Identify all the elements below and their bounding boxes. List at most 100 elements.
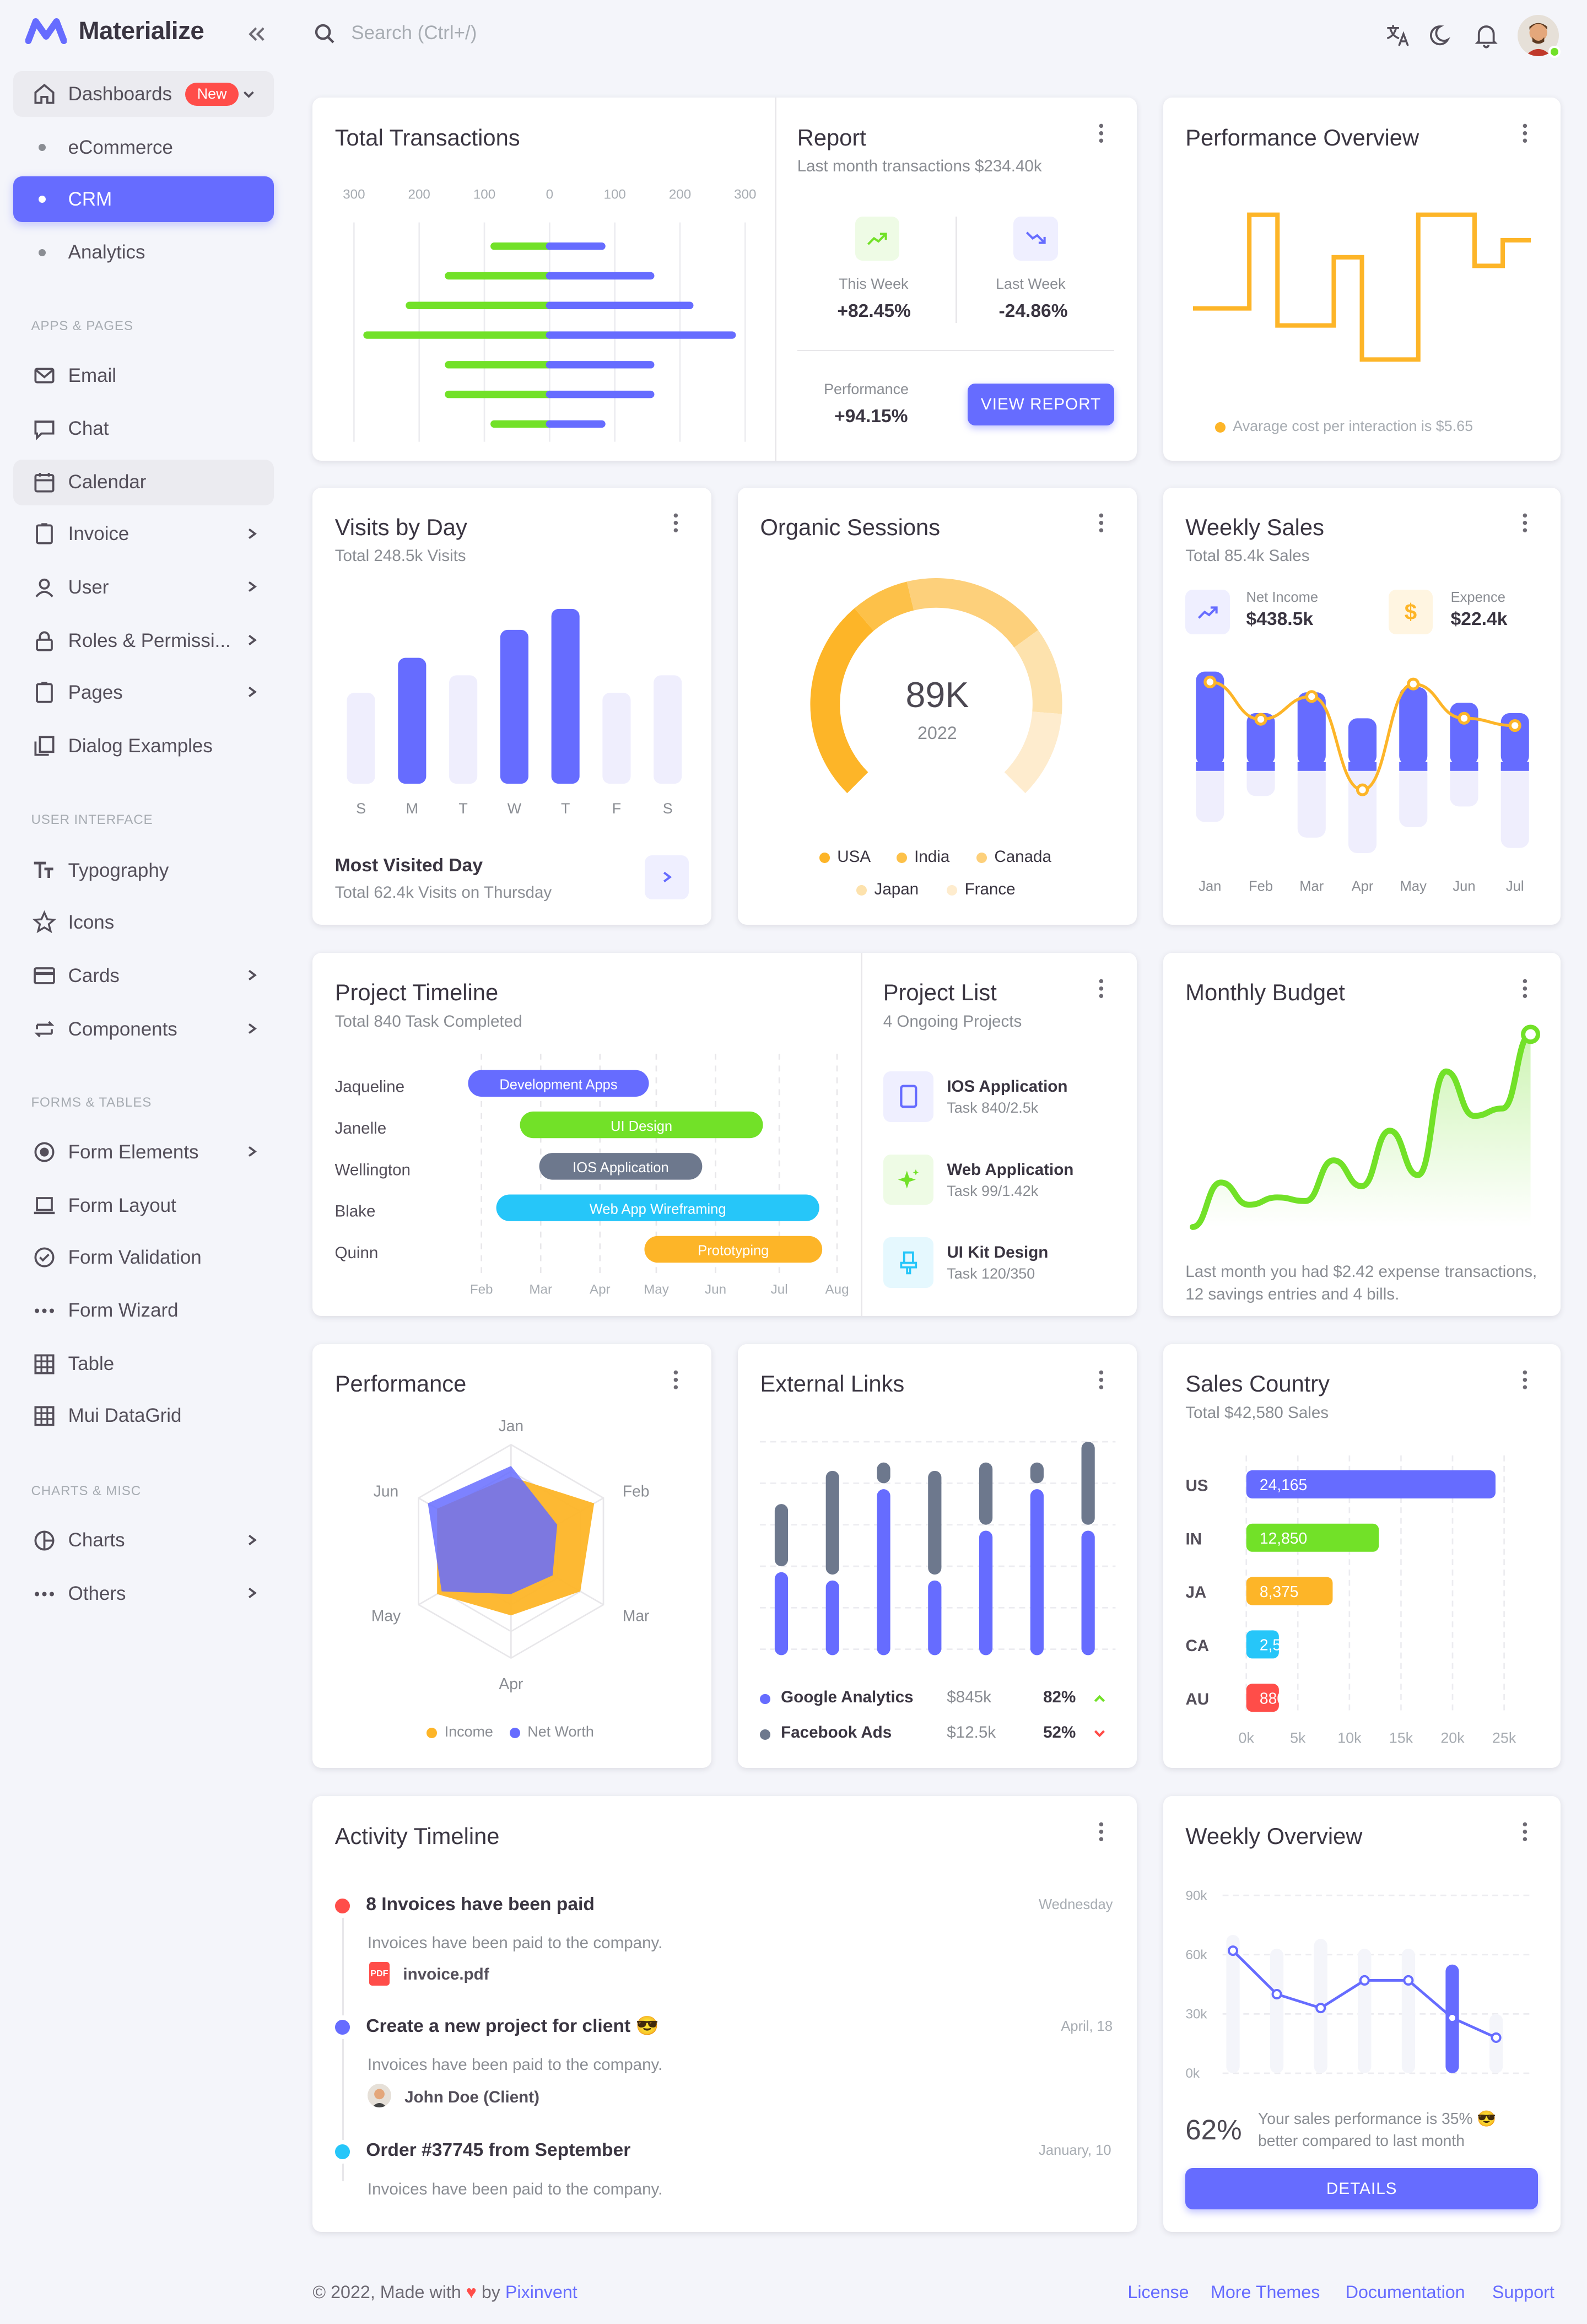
sidebar-item-label: Icons <box>68 911 115 933</box>
sidebar-item-cards[interactable]: Cards <box>13 953 274 999</box>
legend-text: Net Worth <box>527 1723 594 1740</box>
user-avatar[interactable] <box>1517 14 1559 57</box>
logo[interactable]: Materialize <box>25 17 204 45</box>
bullet-icon <box>38 195 46 203</box>
sidebar-item-table[interactable]: Table <box>13 1341 274 1387</box>
sidebar-item-chat[interactable]: Chat <box>13 406 274 452</box>
card-title: Total Transactions <box>334 124 520 150</box>
sidebar-item-calendar[interactable]: Calendar <box>13 459 274 505</box>
country-bar <box>1246 1523 1379 1552</box>
project-icon-uikit <box>883 1237 934 1288</box>
external-links-card: External Links Google Analytics $845k 82… <box>738 1344 1137 1768</box>
author-link[interactable]: Pixinvent <box>505 2282 577 2303</box>
footer-link-license[interactable]: License <box>1127 2282 1189 2303</box>
legend-france: France <box>947 880 1016 899</box>
sidebar-item-label: Typography <box>68 859 169 881</box>
bar-value: 8,375 <box>1260 1582 1299 1600</box>
tick-label: 100 <box>604 187 626 202</box>
more-vert-icon[interactable] <box>1098 978 1104 999</box>
report-subtitle: Last month transactions $234.40k <box>797 157 1042 176</box>
divider <box>861 953 863 1316</box>
next-button[interactable] <box>644 855 689 900</box>
attachment-name[interactable]: invoice.pdf <box>403 1965 489 1983</box>
expense-label: Expence <box>1450 590 1505 606</box>
sidebar-item-charts[interactable]: Charts <box>13 1518 274 1563</box>
sidebar-item-dashboards[interactable]: Dashboards New <box>13 71 274 117</box>
sidebar-item-components[interactable]: Components <box>13 1006 274 1052</box>
budget-text: Last month you had $2.42 expense transac… <box>1185 1263 1537 1303</box>
card-title: Performance <box>334 1371 467 1397</box>
last-week-label: Last Week <box>996 276 1066 293</box>
collapse-menu-icon[interactable] <box>246 24 267 45</box>
logo-icon <box>25 18 67 44</box>
visits-bar <box>551 609 580 784</box>
country-label: AU <box>1185 1690 1209 1708</box>
footer-link-support[interactable]: Support <box>1492 2282 1554 2303</box>
bar-join <box>1399 762 1428 771</box>
more-vert-icon[interactable] <box>1098 1369 1104 1390</box>
more-vert-icon[interactable] <box>1522 1821 1528 1842</box>
sidebar-item-mui-datagrid[interactable]: Mui DataGrid <box>13 1393 274 1439</box>
details-button[interactable]: DETAILS <box>1185 2168 1539 2210</box>
more-vert-icon[interactable] <box>1098 1821 1104 1842</box>
task-bar <box>468 1070 649 1097</box>
sidebar-item-pages[interactable]: Pages <box>13 670 274 715</box>
notification-bell-icon[interactable] <box>1473 22 1499 48</box>
lock-icon <box>36 631 53 651</box>
search-input[interactable]: Search (Ctrl+/) <box>351 22 477 44</box>
google-bar <box>928 1581 942 1656</box>
sidebar-item-dialog-examples[interactable]: Dialog Examples <box>13 723 274 769</box>
earning-bar <box>1246 713 1275 765</box>
more-vert-icon[interactable] <box>1098 123 1104 144</box>
sidebar-item-ecommerce[interactable]: eCommerce <box>13 125 274 170</box>
sidebar-item-label: Invoice <box>68 523 129 545</box>
activity-date: April, 18 <box>1061 2018 1113 2034</box>
day-label: F <box>612 800 620 817</box>
more-vert-icon[interactable] <box>1522 123 1528 144</box>
sidebar-item-icons[interactable]: Icons <box>13 899 274 945</box>
day-label: W <box>507 800 521 817</box>
sidebar-item-form-wizard[interactable]: Form Wizard <box>13 1288 274 1334</box>
avatar-icon <box>371 2089 387 2107</box>
sparkle-icon <box>898 1169 919 1189</box>
more-vert-icon[interactable] <box>673 1369 679 1390</box>
footer-link-themes[interactable]: More Themes <box>1210 2282 1320 2303</box>
facebook-bar <box>877 1463 891 1484</box>
sidebar-item-label: Pages <box>68 682 123 704</box>
chart-legend: Avarage cost per interaction is $5.65 <box>1215 418 1473 435</box>
trend-point <box>1305 689 1318 703</box>
more-vert-icon[interactable] <box>1522 513 1528 533</box>
day-label: T <box>561 800 570 817</box>
sidebar-item-form-layout[interactable]: Form Layout <box>13 1183 274 1228</box>
card-title: Weekly Overview <box>1185 1822 1363 1849</box>
sidebar-item-typography[interactable]: Typography <box>13 848 274 893</box>
more-vert-icon[interactable] <box>1522 1369 1528 1390</box>
sidebar-item-label: Form Elements <box>68 1141 199 1163</box>
view-report-button[interactable]: VIEW REPORT <box>967 384 1115 425</box>
search-bar[interactable]: Search (Ctrl+/) <box>314 22 477 44</box>
bar-value: 2,567 <box>1260 1636 1299 1653</box>
sidebar-item-crm[interactable]: CRM <box>13 176 274 223</box>
footer-link-docs[interactable]: Documentation <box>1345 2282 1465 2303</box>
sidebar-item-others[interactable]: Others <box>13 1571 274 1616</box>
more-vert-icon[interactable] <box>1098 513 1104 533</box>
overview-point <box>1446 2013 1458 2024</box>
bar-value: 880 <box>1260 1689 1286 1707</box>
project-gantt-chart: Jaqueline Development Apps Janelle UI Desig… <box>335 1053 849 1297</box>
net-income-badge <box>1185 590 1230 634</box>
sidebar-item-roles-permissi[interactable]: Roles & Permissi... <box>13 618 274 664</box>
sidebar-item-form-elements[interactable]: Form Elements <box>13 1129 274 1175</box>
visits-bar <box>347 693 375 784</box>
card-subtitle: Total 85.4k Sales <box>1185 547 1310 565</box>
translate-icon[interactable] <box>1384 22 1411 48</box>
dark-mode-icon[interactable] <box>1428 22 1455 48</box>
more-vert-icon[interactable] <box>1522 978 1528 999</box>
more-vert-icon[interactable] <box>673 513 679 533</box>
sidebar-item-analytics[interactable]: Analytics <box>13 230 274 276</box>
sidebar-item-email[interactable]: Email <box>13 353 274 398</box>
sidebar-item-user[interactable]: User <box>13 565 274 611</box>
legend-dot <box>760 1729 771 1740</box>
axis-label: Jan <box>499 1418 524 1435</box>
sidebar-item-invoice[interactable]: Invoice <box>13 511 274 557</box>
sidebar-item-form-validation[interactable]: Form Validation <box>13 1234 274 1280</box>
